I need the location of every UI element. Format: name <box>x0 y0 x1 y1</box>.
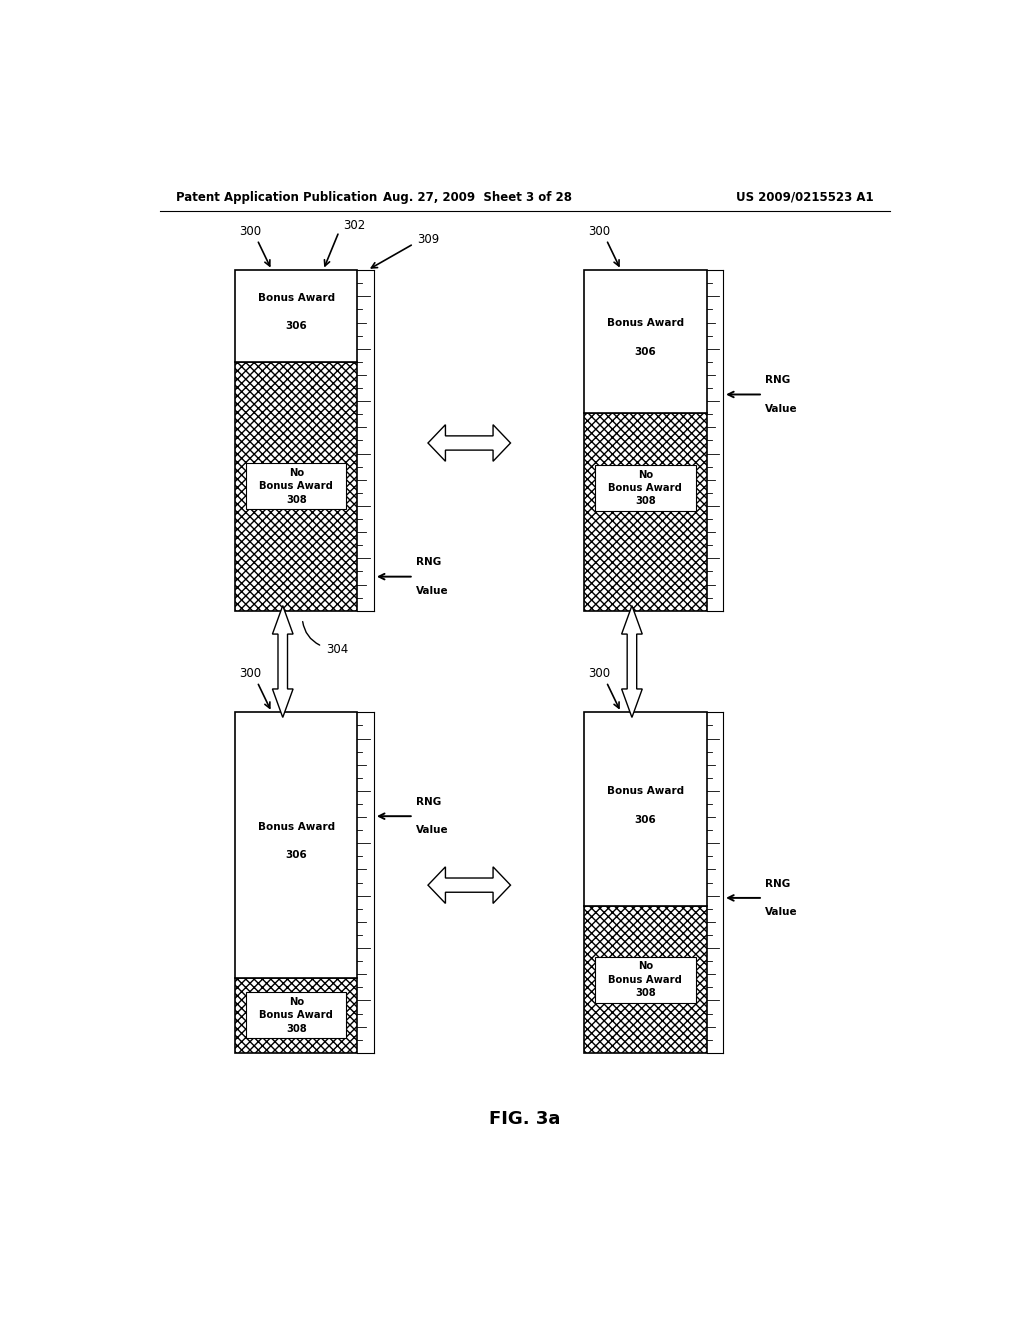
Bar <box>236 271 357 362</box>
Bar <box>236 362 357 611</box>
Bar <box>236 713 357 978</box>
Text: Bonus Award: Bonus Award <box>259 1010 333 1020</box>
Text: Bonus Award: Bonus Award <box>607 787 684 796</box>
Text: 300: 300 <box>588 667 610 680</box>
Text: 302: 302 <box>343 219 365 232</box>
Text: Bonus Award: Bonus Award <box>607 318 684 329</box>
Text: Bonus Award: Bonus Award <box>258 822 335 832</box>
Bar <box>585 713 707 907</box>
Bar <box>246 993 346 1039</box>
Text: RNG: RNG <box>765 879 791 888</box>
Text: 306: 306 <box>635 814 656 825</box>
Text: 308: 308 <box>635 987 655 998</box>
Bar <box>585 271 707 413</box>
Bar <box>236 978 357 1053</box>
Text: 306: 306 <box>635 347 656 356</box>
Text: FIG. 3a: FIG. 3a <box>489 1110 560 1127</box>
Text: 308: 308 <box>635 496 655 507</box>
Text: Value: Value <box>765 404 798 413</box>
Text: No: No <box>289 997 304 1007</box>
Text: 300: 300 <box>588 226 610 238</box>
Text: 300: 300 <box>239 226 261 238</box>
Text: No: No <box>638 961 653 972</box>
Text: No: No <box>638 470 653 480</box>
Text: 306: 306 <box>286 850 307 861</box>
Text: Value: Value <box>416 825 449 836</box>
Bar <box>595 465 695 511</box>
Polygon shape <box>622 606 642 718</box>
Bar <box>585 413 707 611</box>
Text: RNG: RNG <box>416 797 441 807</box>
Text: 300: 300 <box>239 667 261 680</box>
Text: Aug. 27, 2009  Sheet 3 of 28: Aug. 27, 2009 Sheet 3 of 28 <box>383 190 571 203</box>
Text: No: No <box>289 469 304 478</box>
Polygon shape <box>272 606 293 718</box>
Text: Value: Value <box>416 586 449 595</box>
Text: 306: 306 <box>286 321 307 331</box>
Text: Value: Value <box>765 907 798 917</box>
Polygon shape <box>428 425 511 461</box>
Text: RNG: RNG <box>765 375 791 385</box>
Text: Bonus Award: Bonus Award <box>259 482 333 491</box>
Text: 309: 309 <box>418 234 440 247</box>
Bar <box>246 463 346 510</box>
Text: 308: 308 <box>286 495 306 504</box>
Text: 304: 304 <box>327 643 348 656</box>
Text: Patent Application Publication: Patent Application Publication <box>176 190 377 203</box>
Text: Bonus Award: Bonus Award <box>258 293 335 302</box>
Text: Bonus Award: Bonus Award <box>608 974 682 985</box>
Text: US 2009/0215523 A1: US 2009/0215523 A1 <box>736 190 873 203</box>
Text: Bonus Award: Bonus Award <box>608 483 682 494</box>
Polygon shape <box>428 867 511 903</box>
Bar <box>585 907 707 1053</box>
Bar <box>595 957 695 1003</box>
Text: 308: 308 <box>286 1023 306 1034</box>
Text: RNG: RNG <box>416 557 441 568</box>
